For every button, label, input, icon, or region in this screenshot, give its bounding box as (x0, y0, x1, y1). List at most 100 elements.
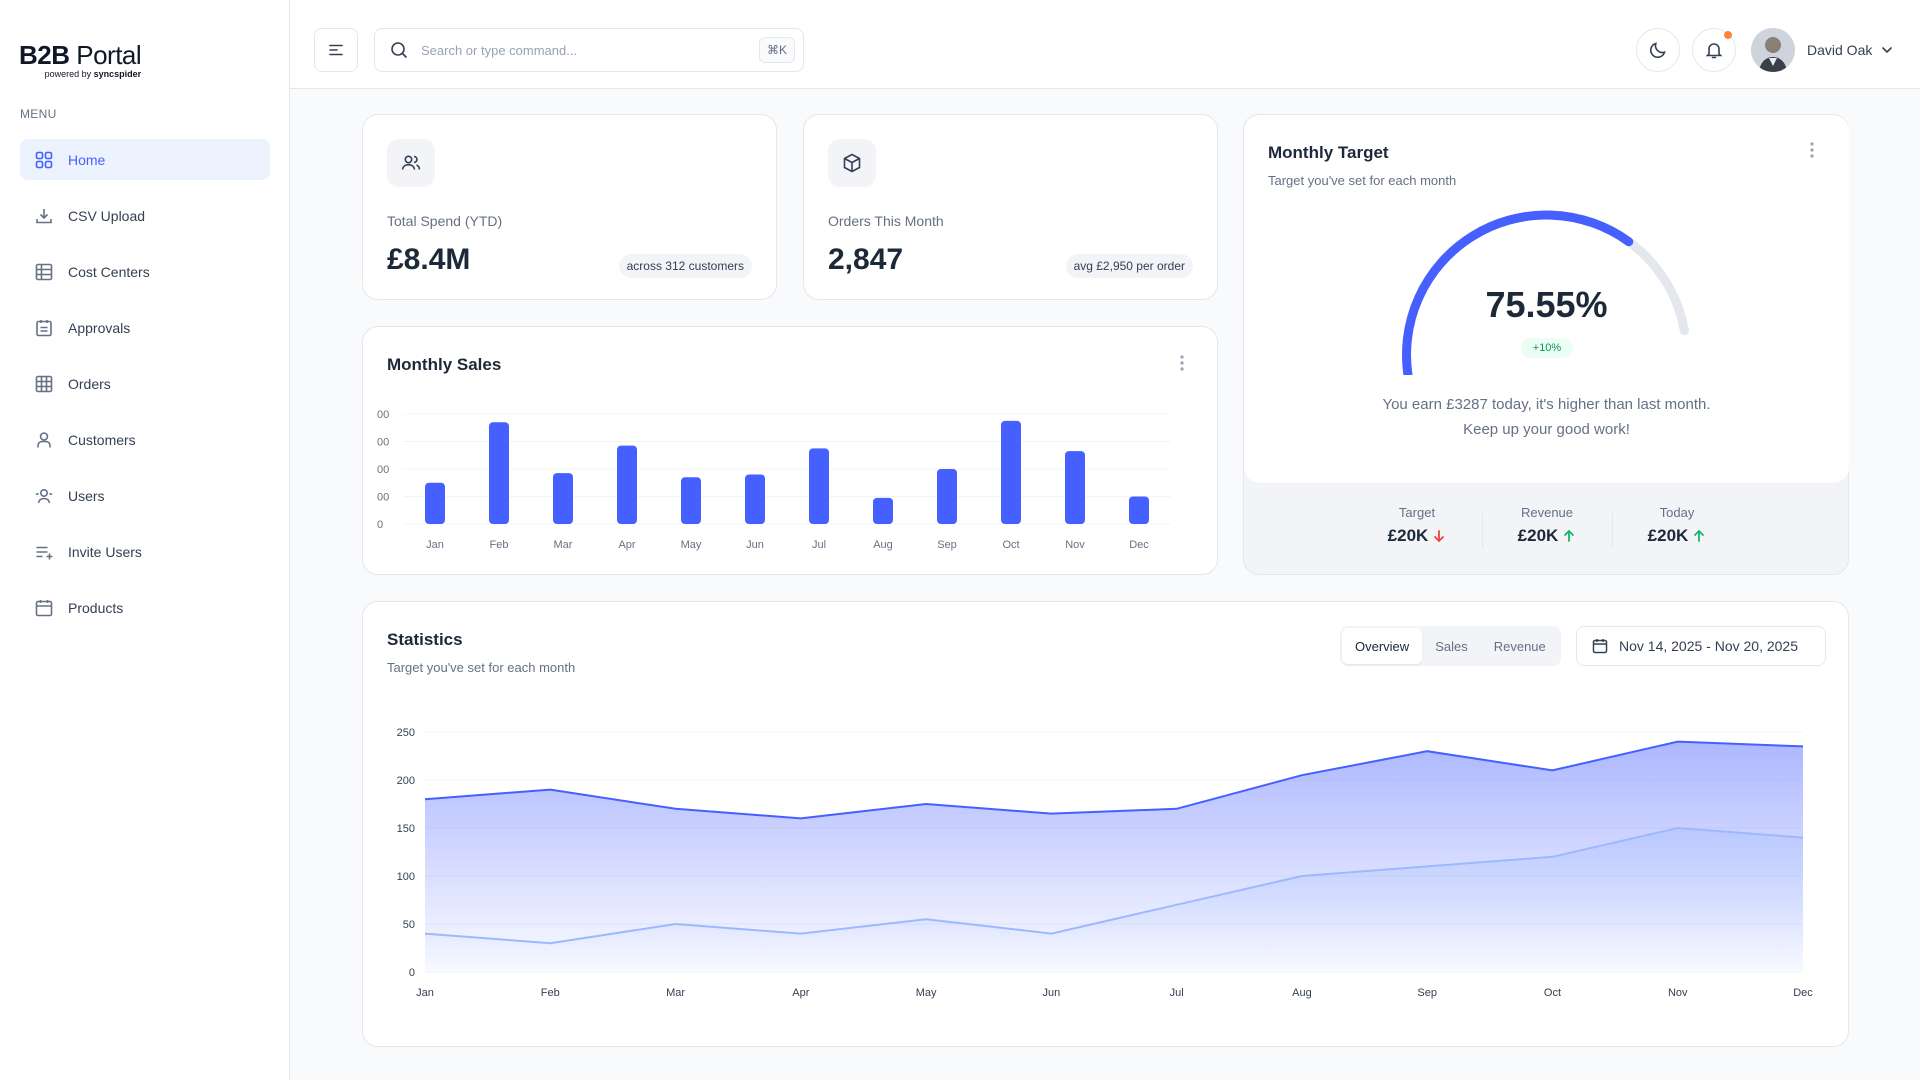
menu-icon (329, 44, 343, 56)
x-tick-label: Oct (1544, 987, 1561, 999)
data-point (1803, 837, 1804, 838)
x-tick-label: Dec (1129, 539, 1149, 551)
more-options-button[interactable] (1802, 140, 1822, 160)
sidebar-item-label: Invite Users (68, 543, 142, 560)
avatar (1751, 28, 1795, 72)
bar (1001, 420, 1021, 524)
data-point (800, 818, 801, 819)
notification-dot (1724, 31, 1732, 39)
target-stat-revenue: Revenue £20K (1482, 505, 1612, 546)
sidebar-item-invite-users[interactable]: Invite Users (20, 531, 270, 572)
x-tick-label: May (681, 539, 702, 551)
data-point (1301, 876, 1302, 877)
sidebar-item-label: Customers (68, 431, 136, 448)
bell-icon (1705, 43, 1723, 59)
target-stat-today: Today £20K (1612, 505, 1742, 546)
divider (1612, 513, 1613, 549)
bar (937, 469, 957, 524)
gauge-progress (1402, 210, 1634, 375)
y-tick-label: 100 (397, 871, 415, 883)
divider (1482, 513, 1483, 549)
x-tick-label: Sep (1417, 987, 1437, 999)
sidebar-item-products[interactable]: Products (20, 587, 270, 628)
more-options-button[interactable] (1172, 353, 1192, 373)
top-header: ⌘K David Oak (290, 0, 1920, 89)
notifications-button[interactable] (1692, 28, 1736, 72)
data-point (550, 943, 551, 944)
user-menu[interactable]: David Oak (1751, 28, 1894, 72)
target-message: You earn £3287 today, it's higher than l… (1244, 392, 1849, 442)
bar (809, 448, 829, 524)
bar (681, 477, 701, 524)
data-point (425, 933, 426, 934)
date-range-picker[interactable]: Nov 14, 2025 - Nov 20, 2025 (1576, 626, 1826, 666)
sidebar-item-customers[interactable]: Customers (20, 419, 270, 460)
card-title: Monthly Target (1268, 143, 1389, 162)
theme-toggle-button[interactable] (1636, 28, 1680, 72)
sidebar-item-csv-upload[interactable]: CSV Upload (20, 195, 270, 236)
tab-sales[interactable]: Sales (1435, 638, 1468, 654)
data-point (800, 933, 801, 934)
tab-revenue[interactable]: Revenue (1493, 638, 1546, 654)
user-icon (34, 430, 54, 450)
brand-powered-by: powered by syncspider (44, 69, 142, 79)
target-message-line: You earn £3287 today, it's higher than l… (1382, 396, 1711, 413)
search-icon (391, 42, 407, 58)
card-title: Statistics (387, 630, 463, 649)
sidebar-nav: Home CSV Upload Cost Centers Approvals O… (20, 139, 270, 643)
sidebar-item-orders[interactable]: Orders (20, 363, 270, 404)
sidebar-item-users[interactable]: Users (20, 475, 270, 516)
search-input[interactable] (421, 42, 741, 58)
users-icon (34, 486, 54, 506)
bar (873, 497, 893, 524)
target-gauge (1402, 210, 1689, 375)
search-box: ⌘K (374, 28, 804, 72)
y-tick-label: 00 (377, 409, 389, 421)
data-point (1552, 856, 1553, 857)
stat-value: £20K (1352, 526, 1482, 546)
data-point (926, 804, 927, 805)
x-tick-label: Jan (416, 987, 434, 999)
sidebar-item-cost-centers[interactable]: Cost Centers (20, 251, 270, 292)
brand-logo[interactable]: B2B Portal powered by syncspider (19, 40, 142, 79)
data-point (1176, 904, 1177, 905)
sidebar-item-label: Approvals (68, 319, 131, 336)
y-tick-label: 250 (397, 727, 415, 739)
x-tick-label: Mar (666, 987, 685, 999)
x-tick-label: Sep (937, 539, 957, 551)
x-tick-label: Jul (1170, 987, 1184, 999)
list-add-icon (34, 542, 54, 562)
x-tick-label: May (916, 987, 937, 999)
bar (1129, 496, 1149, 524)
monthly-target-card: Monthly Target Target you've set for eac… (1243, 114, 1849, 575)
statistics-card: Statistics Target you've set for each mo… (362, 601, 1849, 1047)
brand-name: B2B Portal (19, 40, 142, 70)
data-point (550, 789, 551, 790)
arrow-up-icon (1564, 529, 1575, 542)
y-tick-label: 00 (377, 437, 389, 449)
data-point (1176, 808, 1177, 809)
sidebar-item-approvals[interactable]: Approvals (20, 307, 270, 348)
sidebar: B2B Portal powered by syncspider MENU Ho… (0, 0, 290, 1080)
target-message-line: Keep up your good work! (1463, 421, 1630, 438)
y-tick-label: 00 (377, 492, 389, 504)
calendar-icon (1592, 639, 1608, 654)
sidebar-toggle-button[interactable] (314, 28, 358, 72)
x-tick-label: Dec (1793, 987, 1813, 999)
table-icon (34, 374, 54, 394)
metric-badge: avg £2,950 per order (1065, 254, 1193, 278)
data-point (1427, 751, 1428, 752)
stat-label: Target (1398, 505, 1436, 520)
users-icon (387, 139, 435, 187)
y-tick-label: 0 (409, 967, 415, 979)
gauge-percent-value: 75.55% (1485, 284, 1608, 325)
sidebar-item-home[interactable]: Home (20, 139, 270, 180)
statistics-tabs: Overview Sales Revenue (1340, 626, 1561, 666)
tab-overview[interactable]: Overview (1342, 628, 1423, 664)
user-name: David Oak (1807, 42, 1873, 58)
metric-value: 2,847 (828, 243, 904, 276)
x-tick-label: Oct (1002, 539, 1019, 551)
statistics-area-chart: 0 50 100 150 200 250 Jan Feb Mar Apr May Jun Jul Aug S… (397, 727, 1814, 999)
chevron-down-icon (1882, 47, 1893, 54)
